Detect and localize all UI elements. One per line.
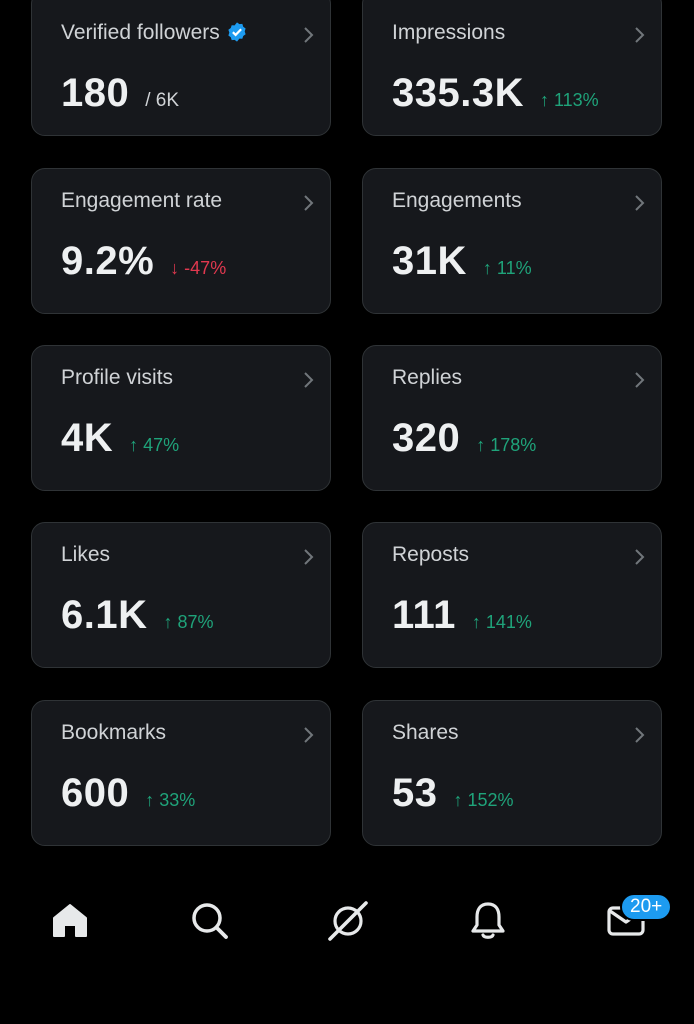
stat-change: ↑ 33% <box>145 790 196 810</box>
chevron-right-icon <box>635 27 645 43</box>
stat-card-likes[interactable]: Likes 6.1K ↑ 87% <box>31 522 331 668</box>
stat-change: ↑ 152% <box>453 790 514 810</box>
stat-change: ↑ 87% <box>163 612 214 632</box>
chevron-right-icon <box>635 195 645 211</box>
chevron-right-icon <box>304 372 314 388</box>
home-icon[interactable] <box>48 898 92 942</box>
stat-value: 111 <box>392 593 456 637</box>
stat-change: ↑ 47% <box>129 435 180 455</box>
grok-icon[interactable] <box>326 898 370 942</box>
verified-badge-icon <box>228 22 246 42</box>
chevron-right-icon <box>635 372 645 388</box>
stat-card-profile-visits[interactable]: Profile visits 4K ↑ 47% <box>31 345 331 491</box>
chevron-right-icon <box>304 27 314 43</box>
stat-value: 6.1K <box>61 593 148 637</box>
stat-label: Reposts <box>392 543 470 566</box>
stat-card-engagement-rate[interactable]: Engagement rate 9.2% ↓ -47% <box>31 168 331 314</box>
search-icon[interactable] <box>187 898 231 942</box>
stat-label: Engagement rate <box>61 189 223 212</box>
stat-value: 31K <box>392 239 467 283</box>
chevron-right-icon <box>635 727 645 743</box>
stat-label: Likes <box>61 543 111 566</box>
stat-label: Replies <box>392 366 463 389</box>
stat-card-shares[interactable]: Shares 53 ↑ 152% <box>362 700 662 846</box>
stat-change: ↑ 11% <box>482 258 532 278</box>
chevron-right-icon <box>635 549 645 565</box>
stat-value: 9.2% <box>61 239 155 283</box>
stat-subvalue: / 6K <box>145 90 180 111</box>
stat-label: Shares <box>392 721 459 744</box>
stat-change: ↓ -47% <box>170 258 227 278</box>
stat-card-verified-followers[interactable]: Verified followers 180 / 6K <box>31 0 331 136</box>
stat-label: Bookmarks <box>61 721 167 744</box>
stat-card-impressions[interactable]: Impressions 335.3K ↑ 113% <box>362 0 662 136</box>
chevron-right-icon <box>304 549 314 565</box>
stat-card-reposts[interactable]: Reposts 111 ↑ 141% <box>362 522 662 668</box>
stat-label: Verified followers <box>61 21 248 45</box>
messages-badge: 20+ <box>620 893 673 921</box>
stat-value: 180 <box>61 71 130 115</box>
stat-value: 335.3K <box>392 71 524 115</box>
stat-change: ↑ 141% <box>471 612 532 632</box>
stat-change: ↑ 113% <box>539 90 599 110</box>
stat-value: 4K <box>61 416 114 460</box>
chevron-right-icon <box>304 195 314 211</box>
stat-card-engagements[interactable]: Engagements 31K ↑ 11% <box>362 168 662 314</box>
stat-label: Profile visits <box>61 366 174 389</box>
stat-value: 320 <box>392 416 461 460</box>
stat-label: Impressions <box>392 21 506 44</box>
stat-change: ↑ 178% <box>476 435 537 455</box>
chevron-right-icon <box>304 727 314 743</box>
stat-card-bookmarks[interactable]: Bookmarks 600 ↑ 33% <box>31 700 331 846</box>
stat-card-replies[interactable]: Replies 320 ↑ 178% <box>362 345 662 491</box>
stat-value: 53 <box>392 771 438 815</box>
stat-value: 600 <box>61 771 130 815</box>
bottom-nav <box>0 870 694 970</box>
stat-label: Engagements <box>392 189 522 212</box>
bell-icon[interactable] <box>466 898 510 942</box>
